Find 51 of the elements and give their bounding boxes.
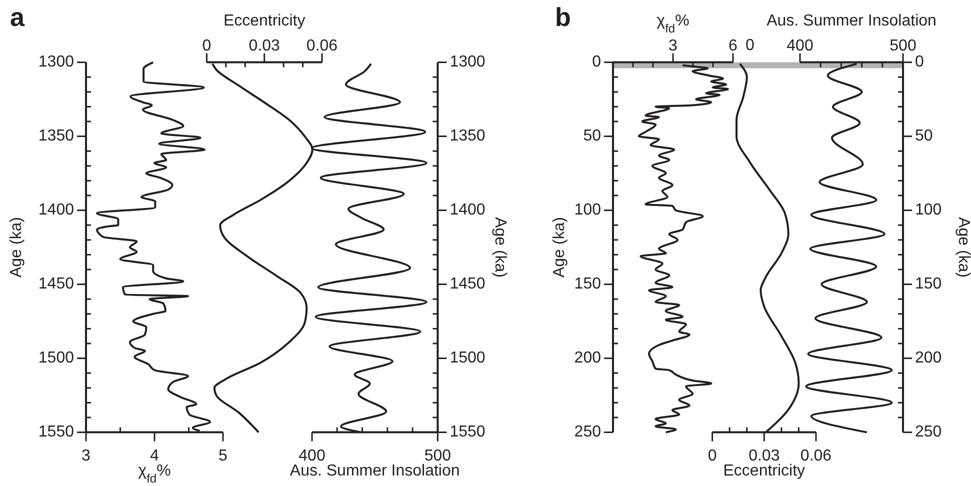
y-tick-label: 50 [915,128,933,145]
y-tick-label: 1400 [38,202,74,219]
x-tick-label: 3 [82,447,91,464]
y-tick-label: 1300 [450,54,486,71]
y-tick-label: 200 [915,350,942,367]
x-tick-label: 4 [150,447,160,464]
y-axis-title: Age (ka) [491,217,508,278]
y-tick-label: 150 [574,276,602,293]
y-tick-label: 1400 [450,202,486,219]
x-tick-label: 0.06 [800,447,832,464]
x-tick-label: 500 [890,37,916,54]
x-tick-label: 0.06 [306,37,338,54]
x-tick-label: 0 [708,447,717,464]
x-tick-label: 400 [786,37,814,54]
y-tick-label: 250 [915,424,942,441]
y-tick-label: 1550 [450,424,486,441]
y-tick-label: 1550 [38,424,74,441]
y-tick-label: 250 [574,424,602,441]
x-tick-label: 500 [424,447,452,464]
y-axis-title: Age (ka) [954,217,971,278]
x-tick-label: 3 [668,37,678,54]
x-tick-label: 0 [202,37,212,54]
y-tick-label: 0 [915,54,924,71]
y-tick-label: 1450 [38,276,74,293]
y-tick-label: 150 [915,276,942,293]
x-axis-title: Aus. Summer Insolation [290,462,460,480]
x-tick-label: 400 [298,447,326,464]
y-tick-label: 200 [574,350,602,367]
y-tick-label: 100 [915,202,942,219]
x-tick-label: 0.03 [748,447,780,464]
x-axis-title: Eccentricity [723,462,806,480]
y-tick-label: 1500 [450,350,486,367]
x-tick-label: 0.03 [248,37,280,54]
y-tick-label: 0 [592,54,602,71]
x-tick-label: 6 [728,37,738,54]
y-tick-label: 1350 [38,128,74,145]
y-tick-label: 100 [574,202,602,219]
chart-title: a [10,2,25,32]
y-axis-title: Age (ka) [8,217,26,278]
y-tick-label: 1500 [38,350,74,367]
y-tick-label: 1450 [450,276,486,293]
y-tick-label: 1300 [38,54,74,71]
x-axis-title: χ$_{fd}$% [138,462,171,486]
x-axis-title: Aus. Summer Insolation [766,12,936,30]
x-tick-label: 5 [218,447,228,464]
chart-title: b [555,2,571,32]
y-tick-label: 1350 [450,128,486,145]
x-axis-title: χ$_{fd}$% [656,12,690,36]
y-axis-title: Age (ka) [551,217,568,278]
y-tick-label: 50 [583,128,602,145]
x-axis-title: Eccentricity [223,12,306,30]
